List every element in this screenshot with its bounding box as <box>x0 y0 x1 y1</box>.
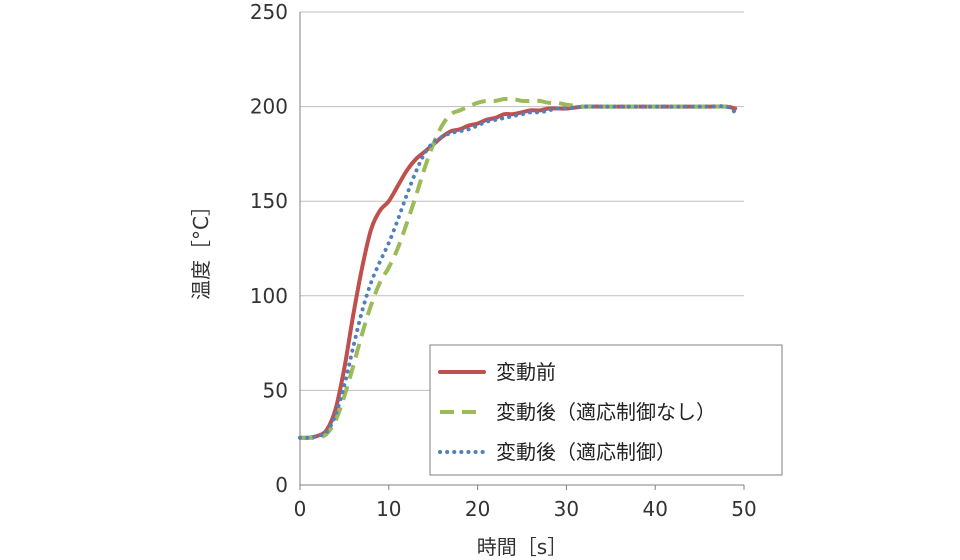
y-tick-label: 250 <box>250 0 288 24</box>
x-axis-title: 時間［s］ <box>477 535 567 559</box>
gridlines <box>300 11 744 391</box>
series-layer <box>298 96 738 440</box>
axes <box>299 12 745 490</box>
x-tick-label: 10 <box>376 497 401 521</box>
y-tick-label: 200 <box>250 95 288 119</box>
series-line-1 <box>299 96 736 440</box>
y-tick-label: 150 <box>250 189 288 213</box>
legend-label-1: 変動後（適応制御なし） <box>496 400 716 424</box>
legend-box <box>429 344 783 476</box>
x-tick-label: 50 <box>731 497 756 521</box>
series-line-0 <box>298 104 738 440</box>
tick-labels: 0 50 100 150 200 250 0 10 20 30 40 50 <box>250 0 757 521</box>
y-axis-title: 温度［°C］ <box>189 196 213 300</box>
legend-label-0: 変動前 <box>496 360 556 384</box>
x-tick-label: 20 <box>465 497 490 521</box>
y-tick-label: 100 <box>250 284 288 308</box>
x-tick-label: 0 <box>294 497 307 521</box>
y-tick-label: 0 <box>275 473 288 497</box>
x-tick-label: 40 <box>642 497 667 521</box>
x-tick-label: 30 <box>554 497 579 521</box>
legend-label-2: 変動後（適応制御） <box>496 440 676 464</box>
y-tick-label: 50 <box>263 378 288 402</box>
